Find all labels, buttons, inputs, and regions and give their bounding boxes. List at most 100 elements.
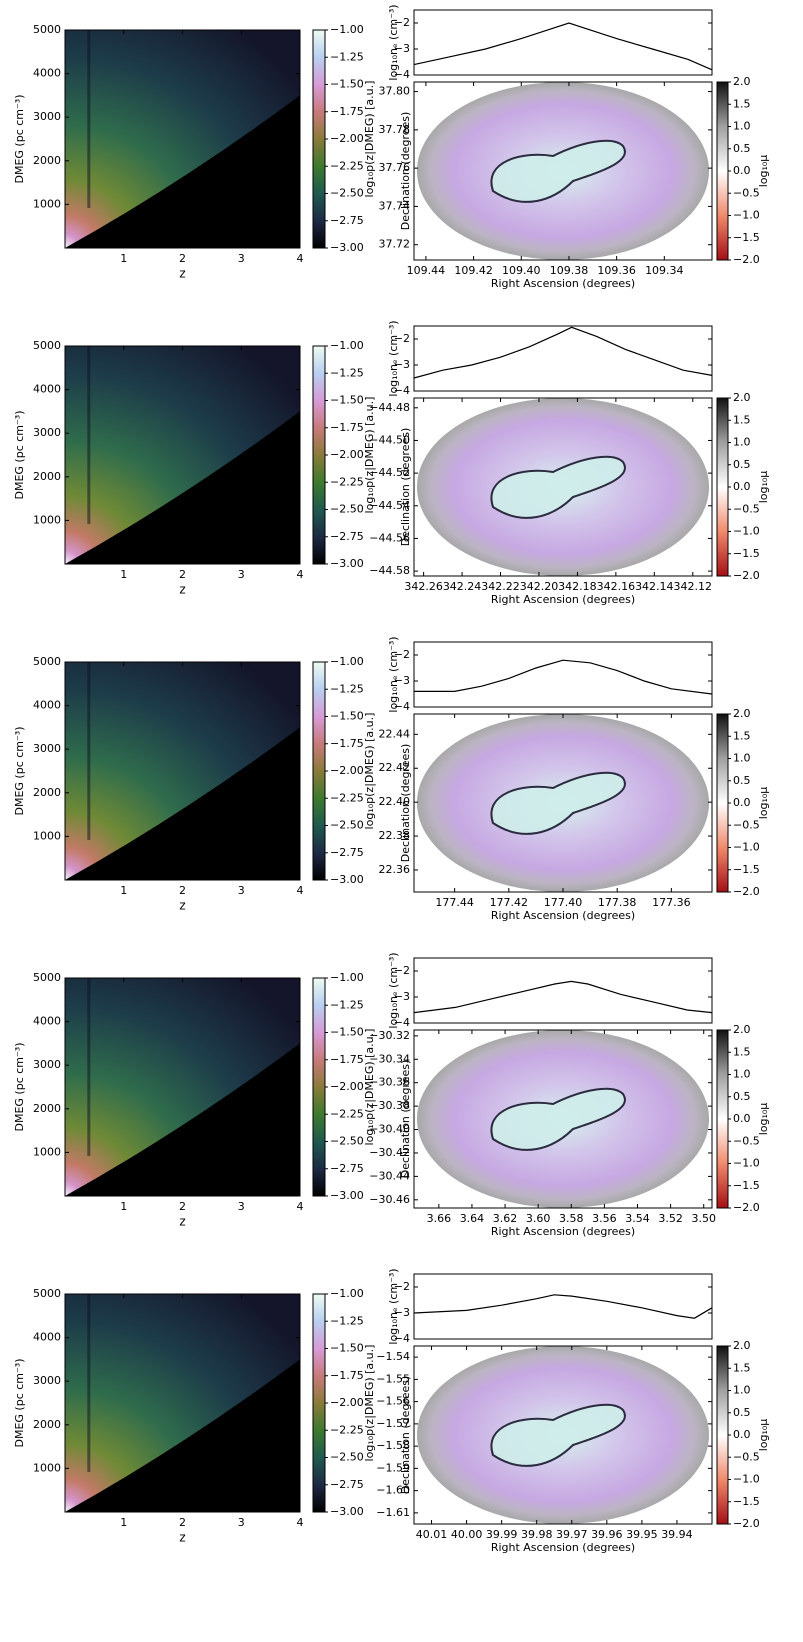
x-tick-label: 3.62 — [493, 1212, 518, 1225]
colorbar-tick-label: −1.0 — [733, 1473, 760, 1486]
y-tick-label: 5000 — [33, 23, 61, 36]
profile-y-tick-label: −3 — [394, 358, 410, 371]
profile-y-tick-label: −4 — [394, 700, 410, 713]
x-tick-label: 109.42 — [454, 264, 493, 277]
x-tick-label: 3 — [238, 568, 245, 581]
colorbar-tick-label: −1.00 — [330, 23, 364, 36]
y-tick-label: 37.72 — [379, 238, 411, 251]
y-tick-label: 4000 — [33, 1331, 61, 1344]
y-axis-label: DMEG (pc cm⁻³) — [13, 1358, 26, 1447]
colorbar-tick-label: 1.0 — [733, 1384, 751, 1397]
colorbar-tick-label: −2.25 — [330, 1107, 364, 1120]
colorbar-tick-label: −1.50 — [330, 78, 364, 91]
colorbar-tick-label: −1.50 — [330, 394, 364, 407]
x-tick-label: 4 — [297, 1516, 304, 1529]
profile-frame — [413, 641, 713, 708]
profile-y-tick-label: −4 — [394, 384, 410, 397]
density-streak — [87, 978, 91, 1156]
y-tick-label: 2000 — [33, 1418, 61, 1431]
y-tick-label: 1000 — [33, 1461, 61, 1474]
colorbar-tick-label: −2.25 — [330, 159, 364, 172]
x-tick-label: 342.22 — [481, 580, 520, 593]
x-tick-label: 109.34 — [645, 264, 684, 277]
colorbar-tick-label: −1.25 — [330, 366, 364, 379]
x-tick-label: 342.16 — [597, 580, 636, 593]
colorbar-tick-label: −2.25 — [330, 1423, 364, 1436]
y-axis-label: Declination (degrees) — [399, 1376, 412, 1495]
y-tick-label: −1.61 — [376, 1506, 410, 1519]
colorbar — [716, 397, 729, 577]
colorbar-tick-label: −2.00 — [330, 448, 364, 461]
density-streak — [87, 1294, 91, 1472]
x-tick-label: 177.42 — [490, 896, 529, 909]
profile-y-tick-label: −2 — [394, 964, 410, 977]
colorbar-tick-label: 2.0 — [733, 707, 751, 720]
colorbar-tick-label: −2.75 — [330, 530, 364, 543]
x-tick-label: 40.00 — [451, 1528, 483, 1541]
colorbar-tick-label: 1.5 — [733, 1361, 751, 1374]
x-tick-label: 177.44 — [435, 896, 474, 909]
x-tick-label: 177.36 — [652, 896, 691, 909]
y-tick-label: 3000 — [33, 110, 61, 123]
x-tick-label: 39.95 — [626, 1528, 658, 1541]
x-axis-label: z — [179, 1531, 185, 1545]
colorbar-tick-label: 0.5 — [733, 142, 751, 155]
y-tick-label: −44.56 — [369, 531, 410, 544]
x-tick-label: 342.24 — [443, 580, 482, 593]
x-tick-label: 177.40 — [544, 896, 583, 909]
colorbar-tick-label: −1.00 — [330, 339, 364, 352]
profile-frame — [413, 325, 713, 392]
y-axis-label: DMEG (pc cm⁻³) — [13, 1042, 26, 1131]
y-tick-label: 1000 — [33, 829, 61, 842]
x-tick-label: 109.40 — [502, 264, 541, 277]
colorbar-tick-label: −1.50 — [330, 1026, 364, 1039]
colorbar-tick-label: 1.0 — [733, 120, 751, 133]
colorbar-tick-label: −2.00 — [330, 132, 364, 145]
colorbar-tick-label: −1.75 — [330, 421, 364, 434]
y-tick-label: 5000 — [33, 1287, 61, 1300]
colorbar-label: log₁₀μ — [757, 787, 770, 820]
colorbar-tick-label: 2.0 — [733, 1023, 751, 1036]
colorbar-tick-label: −1.25 — [330, 682, 364, 695]
colorbar-label: log₁₀μ — [757, 471, 770, 504]
colorbar-tick-label: −2.75 — [330, 846, 364, 859]
colorbar-tick-label: −2.00 — [330, 764, 364, 777]
colorbar — [312, 29, 326, 249]
colorbar-tick-label: −2.25 — [330, 475, 364, 488]
colorbar-tick-label: −0.5 — [733, 502, 760, 515]
colorbar-tick-label: −1.0 — [733, 525, 760, 538]
y-tick-label: −1.60 — [376, 1484, 410, 1497]
colorbar-tick-label: 0.5 — [733, 458, 751, 471]
frame — [413, 1345, 713, 1525]
colorbar-label: log₁₀p(z|DMEG) [a.u.] — [363, 397, 376, 514]
colorbar-tick-label: −1.25 — [330, 1314, 364, 1327]
colorbar-tick-label: −1.25 — [330, 998, 364, 1011]
colorbar-tick-label: 1.5 — [733, 97, 751, 110]
profile-y-tick-label: −3 — [394, 674, 410, 687]
colorbar-tick-label: −2.00 — [330, 1396, 364, 1409]
y-tick-label: 4000 — [33, 383, 61, 396]
density-streak — [87, 662, 91, 840]
y-tick-label: −30.34 — [369, 1052, 410, 1065]
colorbar-tick-label: −2.0 — [733, 253, 760, 266]
y-tick-label: 3000 — [33, 742, 61, 755]
x-tick-label: 109.36 — [597, 264, 636, 277]
colorbar-tick-label: −3.00 — [330, 241, 364, 254]
y-tick-label: 37.80 — [379, 85, 411, 98]
y-axis-label: DMEG (pc cm⁻³) — [13, 94, 26, 183]
colorbar-tick-label: 2.0 — [733, 1339, 751, 1352]
colorbar-tick-label: 0.5 — [733, 1090, 751, 1103]
colorbar-tick-label: 1.0 — [733, 752, 751, 765]
colorbar-tick-label: −1.0 — [733, 209, 760, 222]
profile-line — [413, 22, 713, 71]
colorbar-tick-label: −1.5 — [733, 1495, 760, 1508]
y-tick-label: 5000 — [33, 339, 61, 352]
profile-y-label: log₁₀nₑ (cm⁻³) — [387, 952, 400, 1028]
colorbar-tick-label: 0.0 — [733, 164, 751, 177]
colorbar-tick-label: −1.00 — [330, 971, 364, 984]
colorbar-tick-label: −3.00 — [330, 1505, 364, 1518]
frame — [413, 397, 713, 577]
colorbar-tick-label: −2.50 — [330, 1135, 364, 1148]
y-tick-label: −30.42 — [369, 1146, 410, 1159]
colorbar-tick-label: −0.5 — [733, 818, 760, 831]
